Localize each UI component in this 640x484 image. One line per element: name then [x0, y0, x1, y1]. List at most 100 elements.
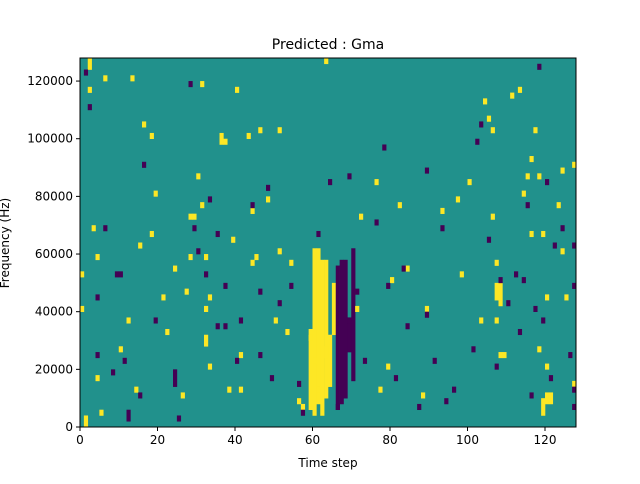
heatmap-cell-low: [269, 375, 275, 382]
heatmap-cell-high: [502, 352, 507, 359]
heatmap-cell-high: [130, 75, 135, 82]
heatmap-cell-high: [192, 213, 197, 220]
heatmap-cell-low: [479, 121, 484, 128]
heatmap-cell-high: [204, 305, 209, 312]
heatmap-cell-high: [227, 386, 232, 393]
heatmap-cell-high: [564, 294, 569, 301]
x-tick-label: 100: [456, 433, 479, 447]
heatmap-cell-high: [87, 58, 92, 70]
y-tick-label: 120000: [27, 74, 73, 88]
heatmap-cell-high: [95, 254, 100, 261]
heatmap-cell-high: [126, 317, 131, 324]
heatmap-cell-high: [235, 86, 240, 93]
heatmap-cell-low: [541, 317, 546, 324]
x-tick-label: 0: [76, 433, 84, 447]
heatmap-cell-high: [308, 334, 313, 341]
plot-area: [79, 57, 577, 428]
y-tick-label: 0: [65, 420, 73, 434]
heatmap-cell-low: [176, 415, 182, 422]
heatmap-cell-low: [417, 403, 422, 411]
heatmap-cell-high: [204, 334, 209, 347]
heatmap-cell-high: [180, 392, 185, 399]
heatmap-cell-high: [254, 254, 259, 261]
heatmap-cell-high: [424, 305, 430, 312]
heatmap-cell-high: [161, 294, 166, 301]
heatmap-cell-low: [289, 282, 294, 289]
y-tick-label: 20000: [35, 362, 73, 376]
heatmap-cell-low: [514, 271, 519, 278]
heatmap-cell-low: [223, 282, 228, 289]
heatmap-cell-low: [517, 328, 523, 336]
heatmap-cell-high: [359, 213, 364, 220]
x-tick-label: 80: [382, 433, 397, 447]
heatmap-cell-high: [494, 259, 499, 266]
heatmap-cell-high: [525, 173, 530, 180]
heatmap-cell-high: [196, 173, 201, 180]
heatmap-cell-low: [328, 179, 333, 186]
heatmap-cell-high: [231, 236, 236, 243]
heatmap-cell-high: [95, 375, 100, 382]
heatmap-cell-low: [122, 357, 127, 364]
heatmap-cell-low: [266, 184, 271, 191]
heatmap-cell-high: [421, 392, 426, 399]
heatmap-cell-high: [91, 225, 96, 232]
heatmap-cell-high: [258, 127, 263, 134]
heatmap-cell-high: [266, 196, 271, 203]
heatmap-cell-low: [95, 352, 100, 359]
heatmap-cell-high: [238, 352, 244, 359]
x-axis-label: Time step: [297, 456, 357, 470]
heatmap-cell-low: [521, 277, 526, 284]
heatmap-cell-high: [386, 363, 391, 370]
heatmap-cell-low: [572, 282, 577, 289]
heatmap-cell-low: [142, 161, 147, 168]
heatmap-cell-low: [250, 202, 255, 209]
heatmap-cell-low: [223, 323, 228, 330]
heatmap-cell-high: [207, 363, 213, 370]
x-tick-label: 40: [227, 433, 242, 447]
heatmap-cell-low: [560, 225, 565, 232]
heatmap-cell-high: [238, 386, 244, 393]
heatmap-cell-high: [459, 271, 464, 278]
y-axis-ticks: 0 20000 40000 60000 80000 100000 120000: [27, 74, 80, 434]
heatmap-cell-high: [483, 98, 488, 105]
heatmap-cell-high: [455, 196, 461, 203]
y-tick-label: 60000: [35, 247, 73, 261]
heatmap-cell-low: [386, 282, 391, 289]
heatmap-cell-high: [223, 138, 228, 145]
heatmap-cell-high: [498, 300, 503, 307]
heatmap-cell-high: [80, 305, 85, 312]
y-tick-label: 40000: [35, 305, 73, 319]
heatmap-cell-high: [250, 259, 255, 266]
heatmap-cell-low: [300, 409, 306, 416]
heatmap-cell-high: [529, 156, 534, 163]
heatmap-cell-low: [192, 225, 197, 232]
heatmap-cell-low: [424, 311, 430, 318]
heatmap-cell-high: [548, 392, 554, 405]
heatmap-cell-high: [378, 386, 383, 393]
heatmap-cell-high: [498, 282, 503, 301]
heatmap-cell-low: [572, 403, 577, 411]
heatmap-cell-high: [331, 282, 337, 336]
heatmap-cell-low: [126, 409, 131, 422]
heatmap-cell-low: [351, 248, 356, 382]
heatmap-cell-low: [545, 179, 550, 186]
heatmap-cell-high: [440, 207, 445, 214]
heatmap-cell-high: [328, 334, 333, 387]
heatmap-cell-low: [111, 369, 116, 376]
heatmap-cell-low: [548, 375, 554, 382]
heatmap-cell-high: [138, 242, 143, 249]
heatmap-cell-low: [444, 398, 449, 405]
chart-title: Predicted : Gma: [272, 37, 384, 53]
heatmap-cell-low: [316, 230, 321, 238]
heatmap-cell-high: [300, 403, 306, 411]
heatmap-cell-low: [258, 288, 263, 295]
heatmap-cell-low: [238, 317, 244, 324]
heatmap-cell-high: [479, 317, 484, 324]
heatmap-cell-low: [533, 305, 538, 312]
heatmap-cell-low: [362, 357, 368, 364]
heatmap-cell-high: [316, 386, 321, 393]
heatmap-cell-low: [572, 386, 577, 393]
heatmap-cell-low: [347, 317, 352, 353]
heatmap-cell-low: [215, 323, 220, 330]
